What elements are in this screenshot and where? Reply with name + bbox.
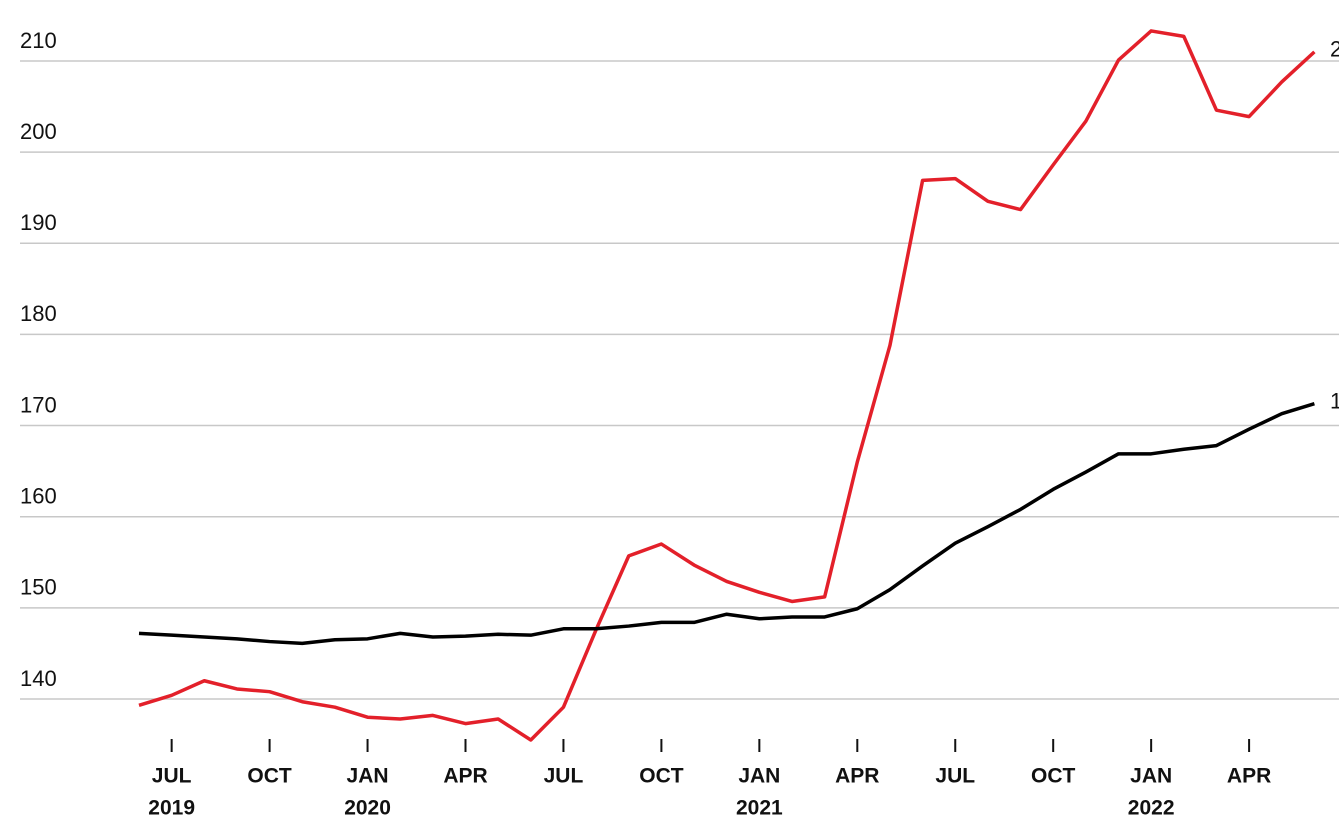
series-line — [138, 29, 1316, 742]
x-tick-label: APR — [443, 765, 487, 788]
y-tick-label: 150 — [20, 575, 57, 600]
x-tick-label: APR — [1227, 765, 1271, 788]
x-year-label: 2020 — [344, 797, 391, 820]
y-tick-label: 170 — [20, 392, 57, 417]
x-year-label: 2021 — [736, 797, 783, 820]
y-tick-label: 210 — [20, 28, 57, 53]
x-tick-label: OCT — [247, 765, 292, 788]
x-tick-label: APR — [835, 765, 879, 788]
x-tick-label: JUL — [152, 765, 192, 788]
x-year-label: 2022 — [1128, 797, 1175, 820]
series-line — [138, 402, 1315, 646]
x-year-label: 2019 — [148, 797, 195, 820]
end-label: 1 — [1330, 388, 1339, 413]
y-tick-label: 140 — [20, 666, 57, 691]
x-tick-label: OCT — [1031, 765, 1076, 788]
y-tick-label: 190 — [20, 210, 57, 235]
x-tick-label: JAN — [347, 765, 389, 788]
x-tick-label: JUL — [935, 765, 975, 788]
y-tick-label: 160 — [20, 484, 57, 509]
x-tick-label: OCT — [639, 765, 684, 788]
end-label: 2 — [1330, 37, 1339, 62]
x-tick-label: JAN — [738, 765, 780, 788]
x-tick-label: JUL — [544, 765, 584, 788]
y-tick-label: 200 — [20, 119, 57, 144]
y-tick-label: 180 — [20, 301, 57, 326]
x-tick-label: JAN — [1130, 765, 1172, 788]
